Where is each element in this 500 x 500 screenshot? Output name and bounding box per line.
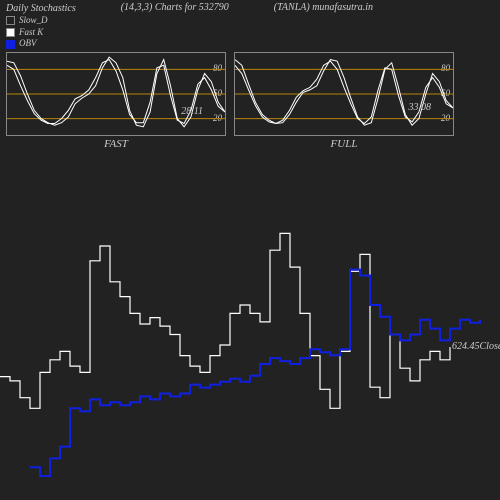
legend-item: OBV (6, 38, 76, 50)
close-value-label: 624.45Close (452, 341, 500, 352)
mini-panels: 20508028.11 FAST 20508033.08 FULL (0, 52, 500, 150)
params-text: (14,3,3) Charts for 532790 (121, 2, 229, 13)
chart-header: Daily Stochastics Slow_DFast KOBV (14,3,… (0, 0, 500, 52)
legend-item: Slow_D (6, 15, 76, 27)
mini-panel-full: 20508033.08 FULL (234, 52, 454, 150)
legend-swatch (6, 16, 15, 25)
legend-label: Fast K (19, 27, 43, 39)
title-text: Daily Stochastics (6, 2, 76, 15)
legend-swatch (6, 40, 15, 49)
legend-label: Slow_D (19, 15, 48, 27)
mini-value-label: 33.08 (409, 102, 432, 113)
legend-swatch (6, 28, 15, 37)
main-price-chart: 624.45Close (0, 187, 500, 500)
source-text: (TANLA) munafasutra.in (274, 2, 373, 13)
mini-label-fast: FAST (6, 138, 226, 150)
legend-label: OBV (19, 38, 37, 50)
mini-panel-fast: 20508028.11 FAST (6, 52, 226, 150)
mini-value-label: 28.11 (181, 106, 203, 117)
legend-item: Fast K (6, 27, 76, 39)
mini-label-full: FULL (234, 138, 454, 150)
